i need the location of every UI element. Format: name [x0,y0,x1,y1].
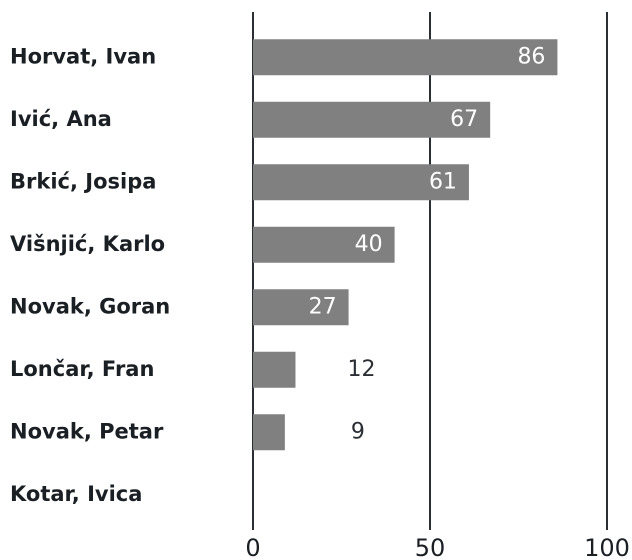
data-label: 61 [429,169,457,194]
y-tick-label: Ivić, Ana [10,107,112,131]
y-tick-label: Novak, Petar [10,419,164,443]
y-tick-label: Brkić, Josipa [10,169,156,193]
bar [253,39,558,76]
data-label: 86 [517,44,545,69]
data-label: 40 [355,232,383,257]
bar [253,101,491,138]
bar [253,226,395,263]
data-label: 27 [309,294,337,319]
data-label: 67 [450,107,478,132]
y-tick-label: Horvat, Ivan [10,44,156,68]
x-tick-label: 0 [245,534,260,560]
x-tick-label: 100 [584,534,630,560]
y-tick-label: Kotar, Ivica [10,482,142,506]
y-tick-label: Novak, Goran [10,294,170,318]
y-tick-label: Lončar, Fran [10,357,154,381]
y-tick-label: Višnjić, Karlo [10,232,165,256]
bar [253,289,349,326]
bar [253,351,296,388]
bar [253,164,469,201]
data-label: 12 [347,357,375,382]
x-tick-label: 50 [415,534,446,560]
bar [253,414,285,451]
data-label: 9 [351,419,365,444]
